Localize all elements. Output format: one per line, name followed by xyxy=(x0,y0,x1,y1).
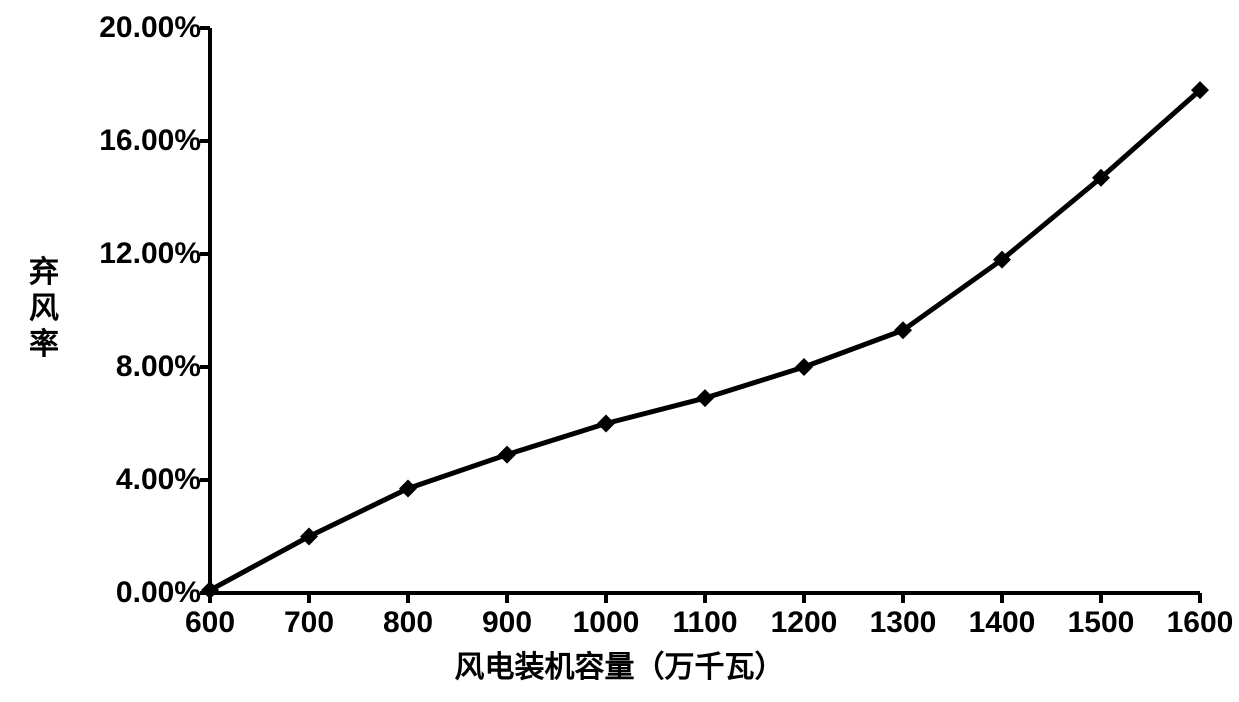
x-tick-label: 700 xyxy=(284,606,334,640)
y-axis-label-char: 风 xyxy=(28,291,60,327)
x-tick-label: 600 xyxy=(185,606,235,640)
x-tick-label: 1000 xyxy=(573,606,640,640)
x-tick-label: 800 xyxy=(383,606,433,640)
y-axis-label: 弃 风 率 xyxy=(28,255,60,363)
x-tick-label: 1500 xyxy=(1068,606,1135,640)
y-axis-label-char: 弃 xyxy=(28,255,60,291)
plot-area xyxy=(210,28,1200,593)
x-tick-label: 1300 xyxy=(870,606,937,640)
chart-container: 弃 风 率 风电装机容量（万千瓦） 0.00% 4.00% 8.00% 12.00% 1… xyxy=(0,0,1239,702)
x-tick-label: 900 xyxy=(482,606,532,640)
data-line xyxy=(210,90,1200,590)
y-tick-label: 4.00% xyxy=(116,463,201,497)
data-marker xyxy=(498,446,516,464)
axes xyxy=(210,28,1200,593)
y-tick-label: 16.00% xyxy=(99,124,201,158)
x-tick-label: 1200 xyxy=(771,606,838,640)
x-axis-label: 风电装机容量（万千瓦） xyxy=(0,642,1239,686)
data-marker xyxy=(597,415,615,433)
x-tick-label: 1600 xyxy=(1167,606,1234,640)
x-tick-label: 1400 xyxy=(969,606,1036,640)
y-tick-label: 20.00% xyxy=(99,11,201,45)
y-tick-label: 0.00% xyxy=(116,576,201,610)
x-tick-label: 1100 xyxy=(672,606,737,640)
data-marker xyxy=(300,528,318,546)
data-marker xyxy=(795,358,813,376)
y-tick-label: 8.00% xyxy=(116,350,201,384)
data-marker xyxy=(696,389,714,407)
data-marker xyxy=(201,581,219,599)
data-marker xyxy=(399,479,417,497)
y-axis-label-char: 率 xyxy=(28,327,60,363)
y-tick-label: 12.00% xyxy=(99,237,201,271)
